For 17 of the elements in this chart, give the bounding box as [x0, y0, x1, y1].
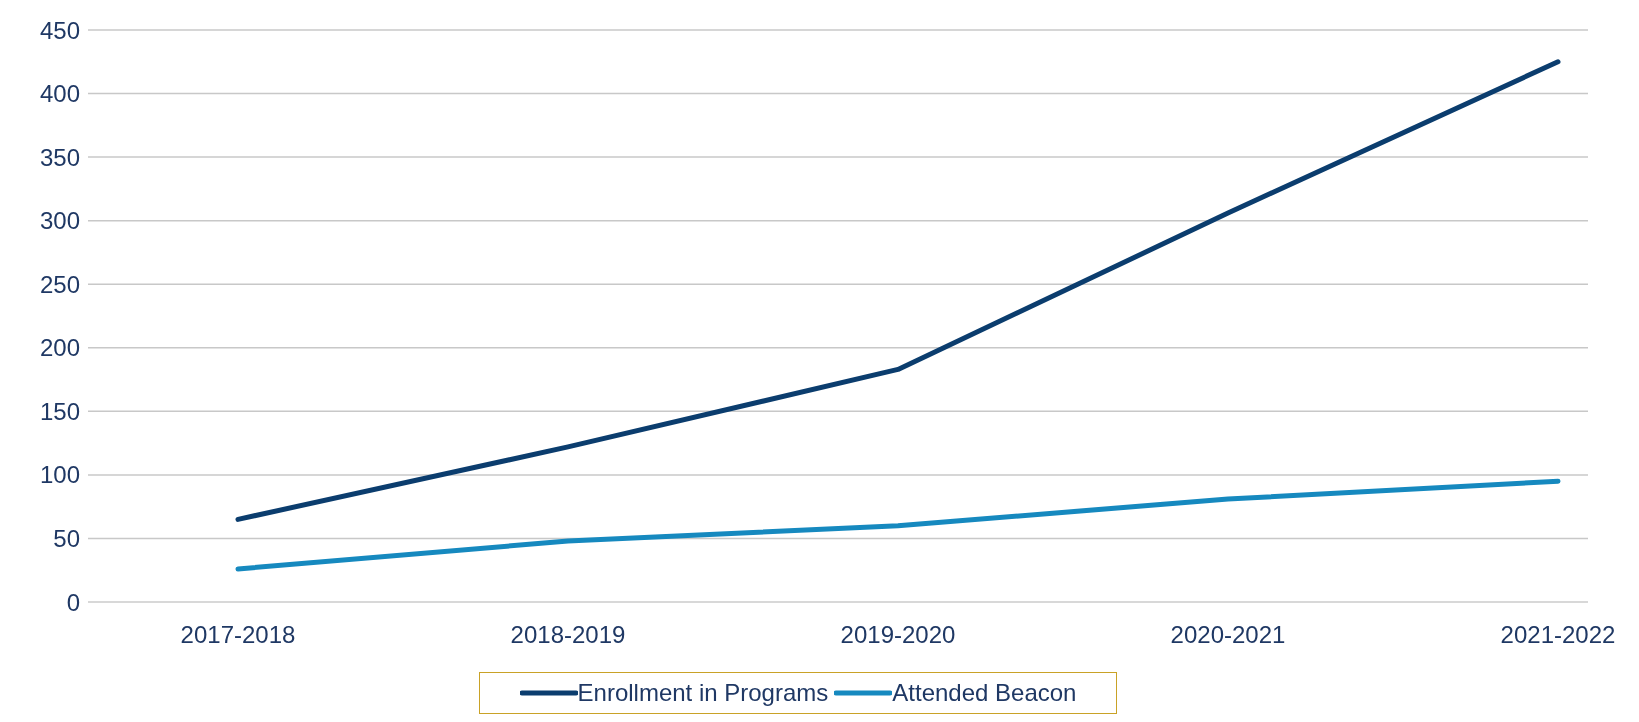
x-tick-label: 2020-2021 [1170, 621, 1286, 649]
y-tick-label: 200 [39, 334, 80, 362]
legend-label: Enrollment in Programs [577, 679, 829, 707]
legend-label: Attended Beacon [892, 679, 1077, 707]
x-tick-label: 2021-2022 [1500, 621, 1616, 649]
y-tick-label: 50 [53, 524, 80, 552]
y-tick-label: 250 [39, 270, 80, 298]
y-tick-label: 350 [39, 143, 80, 171]
y-tick-label: 300 [39, 207, 80, 235]
x-tick-label: 2018-2019 [510, 621, 626, 649]
y-tick-label: 150 [39, 397, 80, 425]
x-tick-label: 2017-2018 [180, 621, 296, 649]
y-tick-label: 0 [66, 588, 80, 616]
y-tick-label: 450 [39, 16, 80, 44]
y-tick-label: 100 [39, 461, 80, 489]
x-tick-label: 2019-2020 [840, 621, 956, 649]
y-tick-label: 400 [39, 80, 80, 108]
